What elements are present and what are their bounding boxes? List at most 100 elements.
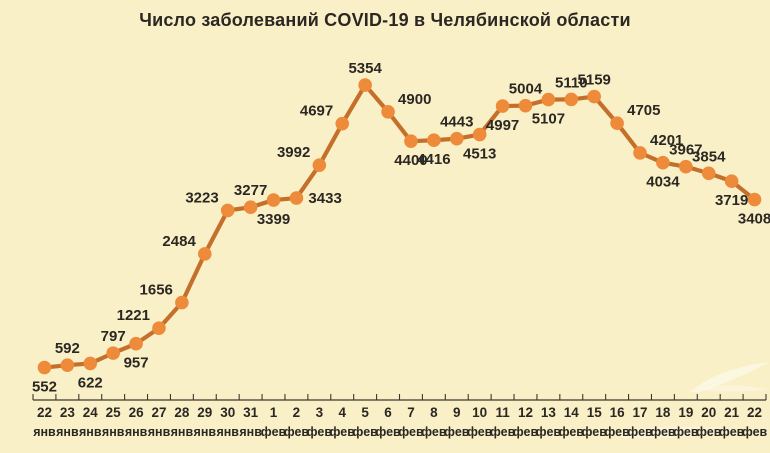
x-label-month: фев [513,425,539,439]
data-point [541,92,556,107]
x-label-month: янв [125,425,148,439]
x-label-day: 1 [270,405,278,420]
data-point [564,92,579,107]
value-label: 5110 [555,74,588,91]
value-label: 2484 [162,233,196,250]
data-point [724,174,739,189]
value-label: 622 [78,374,103,391]
data-point [679,159,693,174]
data-point [37,360,52,375]
watermark-wing [690,362,770,393]
x-label-month: фев [581,425,607,439]
value-label: 4034 [646,174,680,191]
x-label-day: 11 [495,405,510,420]
x-label-month: янв [216,425,239,439]
value-label: 797 [101,328,126,345]
value-label: 552 [32,379,57,396]
x-label-day: 17 [633,405,648,420]
value-label: 3399 [257,211,290,228]
x-label-month: фев [467,425,493,439]
x-label-month: фев [604,425,630,439]
value-labels: 552 592 622 797 957 1221 1656 2484 3223 3277 3399 3… [32,60,770,395]
value-label: 4997 [486,117,519,134]
series-line [42,82,757,370]
x-label-day: 26 [129,405,145,420]
x-label-day: 3 [316,405,324,420]
data-point [220,203,235,218]
x-label-day: 13 [541,405,557,420]
data-point [610,116,624,131]
value-label: 4513 [463,146,496,163]
value-label: 957 [124,355,149,372]
x-label-month: фев [421,425,447,439]
value-label: 3719 [715,192,748,209]
value-label: 5004 [509,81,543,98]
x-label-month: янв [102,425,125,439]
x-label-month: фев [284,425,310,439]
value-label: 4697 [300,103,333,120]
x-label-month: фев [261,425,287,439]
x-label-day: 10 [472,405,487,420]
x-label-month: фев [330,425,356,439]
watermark-wing [700,385,768,392]
data-point [404,134,418,148]
x-label-day: 16 [610,405,626,420]
x-label-day: 21 [724,405,740,420]
data-point [106,346,120,360]
value-label: 3277 [234,182,267,199]
x-label-day: 27 [151,405,166,420]
x-label-month: фев [536,425,562,439]
x-label-month: фев [673,425,699,439]
x-label-month: янв [33,425,56,439]
data-point [449,131,464,146]
x-label-day: 6 [384,405,392,420]
value-label: 4443 [440,114,473,131]
x-label-month: фев [490,425,516,439]
x-label-day: 18 [655,405,671,420]
x-label-day: 19 [678,405,693,420]
x-label-month: фев [696,425,722,439]
chart-title: Число заболеваний COVID-19 в Челябинской… [139,10,631,30]
x-label-month: фев [352,425,378,439]
x-label-month: янв [171,425,194,439]
x-label-month: фев [398,425,424,439]
value-label: 592 [55,340,80,357]
x-label-day: 22 [747,405,762,420]
x-label-day: 25 [106,405,122,420]
data-point [656,155,670,170]
value-label: 3992 [277,144,310,161]
x-label-month: янв [56,425,79,439]
x-label-day: 23 [60,405,76,420]
data-point [129,336,143,351]
data-point [60,358,75,372]
x-label-day: 14 [564,405,580,420]
data-point [197,247,212,261]
value-label: 4900 [398,91,431,108]
data-point [243,200,258,215]
value-label: 5107 [532,111,565,128]
x-label-day: 30 [220,405,235,420]
value-label: 3223 [185,189,218,206]
value-label: 1221 [117,307,150,324]
value-label: 3408 [738,211,770,228]
value-label: 3854 [692,148,726,165]
data-point [518,98,533,113]
data-points [37,78,762,375]
data-point [495,99,510,113]
x-label-day: 24 [83,405,99,420]
data-point [427,133,441,148]
x-label-day: 31 [243,405,259,420]
x-axis-ticks [32,394,767,400]
data-point [289,191,304,205]
x-label-month: фев [742,425,768,439]
x-label-month: янв [79,425,102,439]
x-label-day: 8 [430,405,438,420]
value-label: 1656 [140,282,173,299]
value-label: 3967 [669,142,702,159]
x-label-day: 12 [518,405,533,420]
watermark-logo [618,362,770,439]
data-point [472,127,487,142]
x-label-day: 4 [338,405,346,420]
